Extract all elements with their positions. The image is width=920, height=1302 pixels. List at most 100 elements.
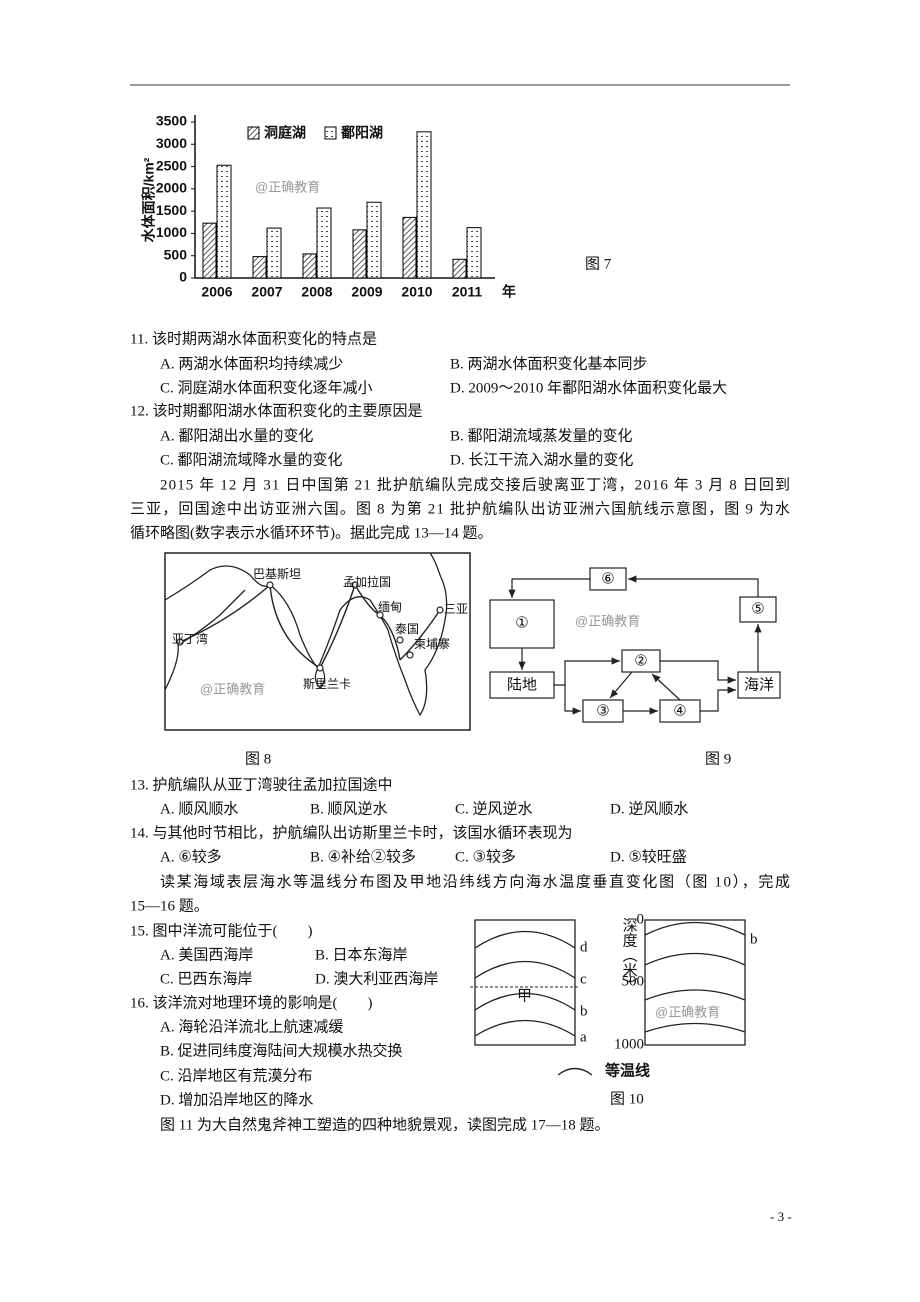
isotherm-figure: d c b a 甲 深度（米） 0 500 1000 b @正确教育 等温线 图…	[470, 911, 758, 1107]
question-stem: 15. 图中洋流可能位于( )	[130, 922, 313, 939]
legend-label: 鄱阳湖	[340, 125, 383, 141]
arrow	[700, 686, 736, 712]
map-label: 泰国	[395, 622, 419, 636]
bar	[252, 256, 267, 279]
node-label: 陆地	[507, 676, 537, 693]
arrow	[564, 685, 581, 715]
bar	[352, 229, 367, 279]
y-tick-label: 1000	[156, 224, 187, 240]
x-tick-label: 2009	[351, 284, 382, 300]
bar-chart: 水体面积/km² 年 @正确教育 图 7 0 500 1000 1500 2000 250…	[141, 113, 612, 300]
x-tick-label: 2010	[401, 284, 432, 300]
isotherm	[644, 921, 746, 936]
legend-swatch	[247, 126, 260, 140]
option: D. 增加沿岸地区的降水	[160, 1091, 313, 1108]
arrow	[628, 575, 759, 597]
map-label: 三亚	[444, 602, 468, 616]
passage-line: 三亚，回国途中出访亚洲六国。图 8 为第 21 批护航编队出访亚洲六国航线示意图…	[130, 499, 790, 517]
port	[406, 651, 414, 659]
option: A. 美国西海岸	[160, 946, 253, 963]
watermark: @正确教育	[255, 179, 320, 194]
map-label: 孟加拉国	[343, 574, 391, 589]
node-label: 海洋	[744, 676, 774, 693]
route	[179, 584, 441, 669]
port	[376, 611, 384, 619]
passage-line: 图 11 为大自然鬼斧神工塑造的四种地貌景观，读图完成 17—18 题。	[160, 1116, 609, 1133]
port	[266, 581, 274, 589]
option: C. 鄱阳湖流域降水量的变化	[160, 451, 343, 468]
x-tick-label: 2011	[452, 284, 483, 300]
isotherm	[474, 992, 576, 1011]
node-box	[739, 596, 777, 623]
map-label: 斯里兰卡	[303, 677, 351, 691]
map-label: 巴基斯坦	[253, 567, 301, 581]
port	[396, 636, 404, 644]
bar	[202, 222, 217, 279]
option: C. 巴西东海岸	[160, 970, 253, 987]
option: C. 逆风逆水	[455, 800, 533, 817]
passage-line: 15—16 题。	[130, 898, 209, 914]
bar	[466, 227, 482, 279]
option: C. ③较多	[455, 847, 516, 865]
isotherm-label: c	[580, 971, 587, 987]
bar	[366, 201, 382, 279]
y-tick-label: 3500	[156, 113, 187, 129]
question-stem: 13. 护航编队从亚丁湾驶往孟加拉国途中	[130, 776, 393, 793]
option: D. 澳大利亚西海岸	[315, 970, 438, 987]
passage-line: 读某海域表层海水等温线分布图及甲地沿纬线方向海水温度垂直变化图（图 10），完成	[160, 872, 790, 890]
y-tick-label: 3000	[156, 135, 187, 151]
depth-tick: 1000	[614, 1036, 644, 1052]
option: A. 海轮沿洋流北上航速减缓	[160, 1018, 343, 1035]
question-stem: 14. 与其他时节相比，护航编队出访斯里兰卡时，该国水循环表现为	[130, 824, 573, 841]
isotherm	[644, 952, 746, 966]
question-stem: 16. 该洋流对地理环境的影响是( )	[130, 993, 373, 1011]
map-label: 柬埔寨	[414, 636, 450, 651]
arrow	[554, 657, 620, 686]
option: B. 日本东海岸	[315, 946, 408, 963]
bar	[216, 164, 232, 279]
option: D. ⑤较旺盛	[610, 847, 687, 865]
option: A. ⑥较多	[160, 847, 222, 865]
arrow	[609, 671, 633, 699]
y-tick-label: 2500	[156, 157, 187, 173]
option: A. 鄱阳湖出水量的变化	[160, 427, 313, 444]
node-label: ③	[596, 703, 609, 719]
legend-symbol	[557, 1067, 593, 1076]
option: B. 两湖水体面积变化基本同步	[450, 355, 648, 372]
option: B. 鄱阳湖流域蒸发量的变化	[450, 427, 633, 444]
x-unit: 年	[502, 284, 516, 300]
isotherm-label: b	[580, 1003, 588, 1019]
depth-tick: 500	[622, 973, 645, 989]
frame	[474, 919, 576, 1046]
depth-label: 深度（米）	[621, 918, 638, 993]
port	[436, 606, 444, 614]
frame	[644, 919, 746, 1046]
coastline	[164, 589, 246, 691]
node-label: ⑥	[601, 571, 614, 587]
node-label: ②	[634, 653, 647, 669]
map-label: 亚丁湾	[172, 631, 208, 646]
figure-caption: 图 8	[245, 750, 271, 767]
page-number: - 3 -	[770, 1209, 792, 1224]
isotherm	[644, 1022, 746, 1033]
node-label: ①	[515, 615, 528, 631]
option: A. 两湖水体面积均持续减少	[160, 355, 343, 372]
legend-label: 等温线	[605, 1061, 650, 1079]
y-tick-label: 0	[179, 269, 187, 285]
node-label: ⑤	[751, 601, 764, 617]
arrow	[508, 578, 590, 598]
bar	[402, 216, 417, 279]
node-box	[737, 671, 781, 699]
arrow	[651, 673, 681, 701]
port	[176, 638, 184, 646]
figure-caption: 图 9	[705, 750, 731, 767]
y-axis-label: 水体面积/km²	[141, 157, 157, 242]
port	[316, 664, 324, 672]
port	[351, 581, 359, 589]
map-label: 缅甸	[378, 600, 402, 614]
arrow	[660, 660, 736, 684]
point-label: 甲	[517, 988, 532, 1004]
watermark: @正确教育	[655, 1004, 720, 1019]
map-figure: 巴基斯坦 孟加拉国 缅甸 三亚 泰国 柬埔寨 亚丁湾 斯里兰卡 @正确教育 图 …	[164, 552, 471, 767]
y-tick-label: 1500	[156, 202, 187, 218]
